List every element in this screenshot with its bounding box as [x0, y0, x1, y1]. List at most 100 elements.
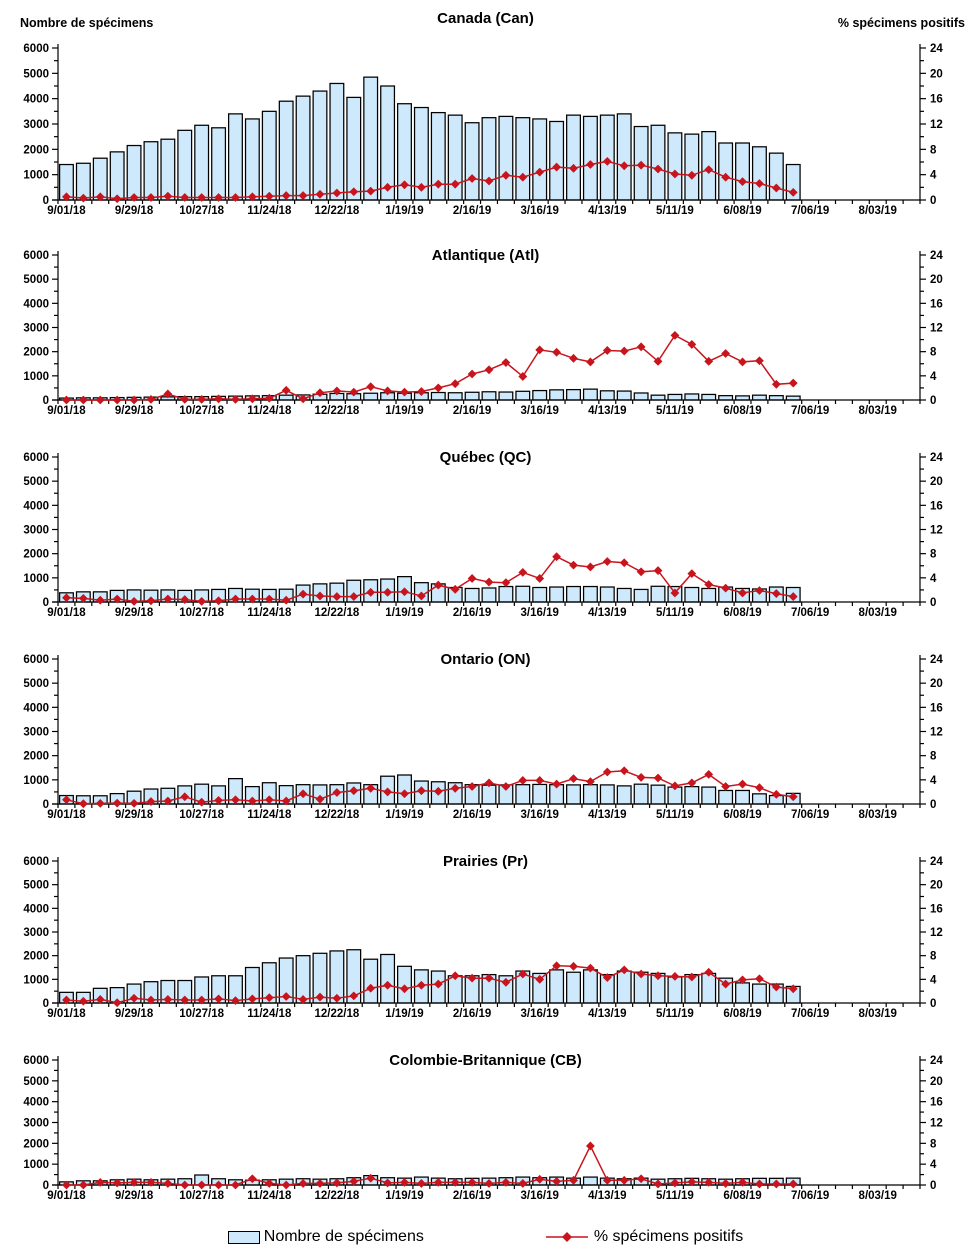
axis-labels: 6000500040003000200010000242016128409/01…	[23, 1055, 943, 1202]
diamond-marker	[636, 969, 646, 979]
bar	[667, 393, 683, 401]
diamond-marker	[332, 592, 342, 601]
svg-text:0: 0	[43, 998, 49, 1010]
diamond-marker	[247, 394, 257, 404]
svg-text:8: 8	[930, 347, 937, 359]
diamond-marker	[552, 347, 562, 357]
bar	[515, 585, 531, 603]
svg-text:0: 0	[43, 597, 49, 609]
diamond-marker	[332, 188, 342, 198]
bar	[481, 784, 497, 805]
bar	[718, 142, 734, 201]
bar	[227, 113, 243, 201]
diamond-marker	[721, 172, 731, 182]
diamond-marker	[653, 164, 663, 174]
axis-labels: 6000500040003000200010000242016128409/01…	[23, 654, 943, 821]
bar	[667, 132, 683, 201]
svg-text:24: 24	[930, 856, 943, 868]
svg-text:4/13/19: 4/13/19	[588, 607, 626, 619]
diamond-marker	[247, 994, 257, 1004]
bar	[464, 122, 480, 201]
diamond-marker	[602, 156, 612, 166]
svg-text:3000: 3000	[23, 927, 49, 939]
diamond-marker	[721, 782, 731, 791]
axis-labels: 6000500040003000200010000242016128409/01…	[23, 452, 943, 619]
svg-text:11/24/18: 11/24/18	[247, 205, 292, 217]
bar	[532, 586, 548, 603]
diamond-marker	[416, 182, 426, 192]
diamond-marker	[433, 979, 443, 989]
diamond-marker	[569, 353, 578, 363]
diamond-marker	[78, 193, 88, 203]
diamond-marker	[383, 386, 392, 396]
svg-text:6/08/19: 6/08/19	[723, 205, 761, 217]
diamond-marker	[315, 189, 325, 199]
bar	[109, 151, 125, 201]
bar	[768, 152, 784, 201]
diamond-marker	[501, 358, 511, 367]
bar	[566, 585, 581, 603]
svg-text:2/16/19: 2/16/19	[453, 405, 491, 417]
svg-text:1/19/19: 1/19/19	[385, 405, 423, 417]
svg-text:2000: 2000	[23, 144, 49, 156]
diamond-marker	[264, 993, 274, 1003]
svg-text:7/06/19: 7/06/19	[791, 205, 829, 217]
diamond-marker	[602, 557, 612, 566]
bar	[363, 958, 379, 1004]
diamond-marker	[450, 379, 460, 389]
svg-text:3/16/19: 3/16/19	[521, 809, 559, 821]
chart-canvas-prairies: 6000 5000 4000 3000 2000 1000 0 24 20 16 12 8 4 0 9/01…	[0, 851, 971, 1055]
bar	[633, 783, 649, 805]
chart-svg: 6000500040003000200010000242016128409/01…	[23, 250, 943, 417]
svg-text:2000: 2000	[23, 1138, 49, 1150]
diamond-marker	[416, 786, 426, 796]
diamond-marker	[146, 995, 156, 1005]
svg-text:12: 12	[930, 1118, 943, 1130]
diamond-marker	[450, 971, 460, 981]
diamond-marker	[264, 191, 274, 201]
diamond-marker	[552, 779, 562, 789]
chart-quebec: Québec (QC) 6000 5000 4000 3000 2000 1000 0 24 2…	[0, 447, 971, 649]
bar	[735, 142, 751, 201]
bar	[515, 117, 531, 201]
diamond-marker	[755, 783, 764, 793]
svg-text:0: 0	[43, 1180, 49, 1192]
svg-text:16: 16	[930, 1097, 943, 1109]
diamond-marker	[687, 340, 697, 349]
bar	[751, 983, 767, 1004]
svg-text:0: 0	[930, 799, 936, 811]
diamond-marker	[298, 394, 308, 404]
diamond-marker	[484, 1179, 494, 1188]
axes	[52, 857, 926, 1007]
svg-text:0: 0	[930, 998, 936, 1010]
bar	[498, 391, 514, 401]
svg-text:4: 4	[930, 573, 937, 585]
diamond-marker	[281, 385, 291, 395]
diamond-marker	[518, 776, 528, 785]
svg-text:12/22/18: 12/22/18	[314, 1190, 359, 1202]
svg-text:4000: 4000	[23, 500, 49, 512]
diamond-marker	[484, 973, 494, 983]
diamond-marker	[687, 778, 697, 788]
svg-text:4: 4	[930, 371, 937, 383]
chart-title-prairies: Prairies (Pr)	[442, 853, 529, 870]
diamond-marker	[721, 1179, 731, 1188]
bar	[532, 118, 548, 201]
bar	[701, 393, 717, 401]
chart-canvas-colombie-britannique: 6000 5000 4000 3000 2000 1000 0 24 20 16 12 8 4 0 9/01…	[0, 1050, 971, 1218]
diamond-marker	[738, 177, 747, 187]
diamond-marker	[95, 192, 105, 202]
svg-text:9/29/18: 9/29/18	[115, 1190, 154, 1202]
bar	[735, 395, 751, 401]
diamond-marker	[755, 356, 764, 366]
diamond-marker	[214, 994, 223, 1004]
svg-text:5000: 5000	[23, 678, 49, 690]
svg-text:2000: 2000	[23, 751, 49, 763]
diamond-marker	[771, 789, 781, 799]
bar	[346, 96, 362, 201]
diamond-marker	[400, 180, 409, 190]
diamond-marker	[721, 583, 731, 593]
diamond-marker	[619, 558, 629, 568]
svg-text:4/13/19: 4/13/19	[588, 205, 626, 217]
svg-text:12/22/18: 12/22/18	[314, 1008, 359, 1020]
